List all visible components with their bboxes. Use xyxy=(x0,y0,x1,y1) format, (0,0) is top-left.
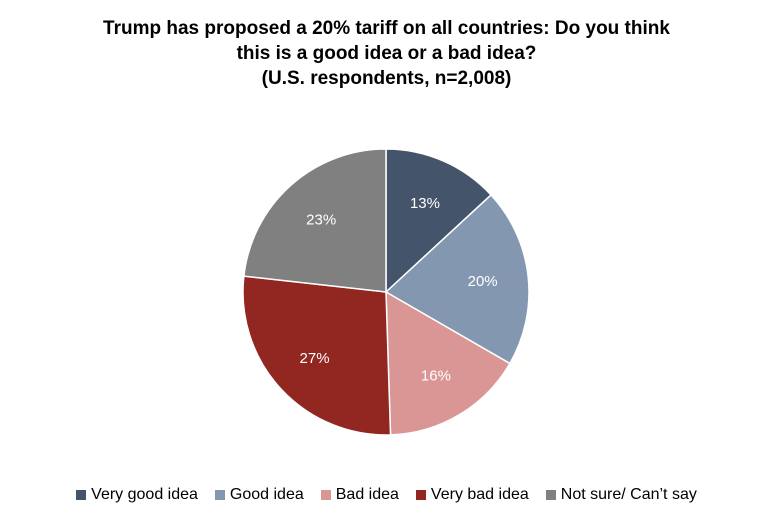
data-label-4: 23% xyxy=(306,212,336,229)
pie-slice-0 xyxy=(385,148,493,294)
title-line-1: Trump has proposed a 20% tariff on all c… xyxy=(103,18,670,39)
legend-label: Not sure/ Can’t say xyxy=(560,486,697,503)
legend-item-1: Good idea xyxy=(214,486,304,504)
legend-label: Very bad idea xyxy=(430,486,529,503)
legend-item-0: Very good idea xyxy=(76,486,198,504)
legend-label: Very good idea xyxy=(91,486,198,503)
pie-slice-4 xyxy=(243,148,387,293)
legend-item-2: Bad idea xyxy=(320,486,399,504)
legend: Very good idea Good idea Bad idea Very bad … xyxy=(0,486,773,504)
legend-label: Good idea xyxy=(229,486,304,503)
legend-label: Bad idea xyxy=(335,486,399,503)
data-label-1: 20% xyxy=(468,273,498,290)
legend-item-4: Not sure/ Can’t say xyxy=(545,486,697,504)
legend-item-3: Very bad idea xyxy=(415,486,529,504)
pie-slice-2 xyxy=(385,290,511,436)
legend-swatch xyxy=(320,490,331,500)
pie-slice-1 xyxy=(384,193,530,365)
legend-swatch xyxy=(415,490,426,500)
legend-swatch xyxy=(214,490,225,500)
data-label-3: 27% xyxy=(300,350,330,367)
title-line-3: (U.S. respondents, n=2,008) xyxy=(261,68,512,89)
pie-slice-3 xyxy=(242,275,392,436)
legend-swatch xyxy=(545,490,556,500)
data-label-0: 13% xyxy=(410,195,440,212)
data-label-2: 16% xyxy=(421,367,451,384)
legend-swatch xyxy=(76,490,87,500)
title-line-2: this is a good idea or a bad idea? xyxy=(236,43,537,64)
chart-title: Trump has proposed a 20% tariff on all c… xyxy=(0,16,773,91)
